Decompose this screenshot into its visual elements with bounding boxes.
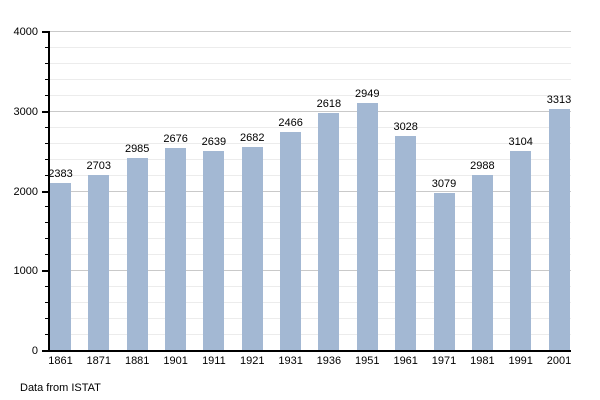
major-gridline <box>48 110 571 112</box>
x-axis-tick-label: 1921 <box>240 355 265 367</box>
y-minor-tick <box>45 206 48 208</box>
x-axis-tick-label: 1901 <box>163 355 188 367</box>
y-minor-tick <box>45 222 48 224</box>
y-major-tick <box>42 270 48 273</box>
bar <box>165 147 187 350</box>
bar-value-label: 2949 <box>355 87 380 100</box>
bar <box>203 150 225 350</box>
chart-source-note: Data from ISTAT <box>20 382 101 394</box>
minor-gridline <box>48 78 571 80</box>
y-minor-tick <box>45 78 48 80</box>
bar <box>126 157 148 350</box>
bar <box>395 135 417 350</box>
bar-value-label: 2985 <box>124 142 150 155</box>
y-axis-tick-label: 0 <box>31 345 38 357</box>
x-axis-tick-label: 1991 <box>508 355 533 367</box>
y-minor-tick <box>45 142 48 144</box>
bar-value-label: 3313 <box>546 94 572 107</box>
bar <box>471 175 493 350</box>
y-minor-tick <box>45 158 48 160</box>
minor-gridline <box>48 62 571 64</box>
y-minor-tick <box>45 94 48 96</box>
bar-value-label: 2682 <box>240 131 265 144</box>
bar-value-label: 2466 <box>278 116 303 129</box>
y-minor-tick <box>45 126 48 128</box>
x-axis-tick-label: 1951 <box>355 355 380 367</box>
y-minor-tick <box>45 174 48 176</box>
bar <box>88 174 110 350</box>
x-axis-tick-label: 1861 <box>48 355 73 367</box>
bar-value-label: 2639 <box>201 135 227 148</box>
y-minor-tick <box>45 254 48 256</box>
y-axis-tick-label: 1000 <box>13 265 38 278</box>
major-gridline <box>48 31 571 32</box>
y-major-tick <box>42 110 48 113</box>
y-major-tick <box>42 350 48 352</box>
bar <box>548 109 570 350</box>
y-axis-tick-label: 3000 <box>13 105 38 118</box>
x-axis-tick-label: 1971 <box>431 355 457 367</box>
x-axis-tick-label: 1961 <box>393 355 418 367</box>
y-major-tick <box>42 31 48 33</box>
y-minor-tick <box>45 238 48 240</box>
x-axis-tick-label: 1931 <box>278 355 303 367</box>
y-minor-tick <box>45 46 48 48</box>
y-minor-tick <box>45 286 48 288</box>
bar <box>318 112 340 350</box>
x-axis-tick-label: 1871 <box>86 355 112 367</box>
bar-value-label: 2383 <box>48 167 73 180</box>
bar-value-label: 2988 <box>470 160 495 173</box>
bar <box>280 131 302 350</box>
y-axis-tick-label: 2000 <box>13 185 38 198</box>
bar <box>356 102 378 350</box>
bar-value-label: 2618 <box>316 97 342 110</box>
bar-value-label: 3079 <box>431 178 457 191</box>
bar-value-label: 3104 <box>508 136 533 148</box>
minor-gridline <box>48 94 571 96</box>
x-axis-tick-label: 1911 <box>202 355 226 367</box>
y-minor-tick <box>45 62 48 64</box>
bar <box>241 146 263 350</box>
y-minor-tick <box>45 318 48 320</box>
x-axis-tick-label: 1981 <box>470 355 495 367</box>
x-axis-tick-label: 1936 <box>316 355 342 367</box>
minor-gridline <box>48 126 571 128</box>
bar <box>433 193 455 350</box>
x-axis-tick-label: 2001 <box>546 355 572 367</box>
y-minor-tick <box>45 302 48 304</box>
bar <box>50 182 71 350</box>
bar-value-label: 3028 <box>393 120 418 133</box>
bar-value-label: 2676 <box>163 132 188 145</box>
x-axis-line <box>47 350 571 352</box>
bar-value-label: 2703 <box>86 159 112 172</box>
y-axis-line <box>48 31 50 352</box>
y-major-tick <box>42 190 48 193</box>
bar <box>510 151 532 350</box>
y-axis-tick-label: 4000 <box>13 26 38 38</box>
x-axis-tick-label: 1881 <box>124 355 150 367</box>
minor-gridline <box>48 46 571 48</box>
y-minor-tick <box>45 334 48 336</box>
